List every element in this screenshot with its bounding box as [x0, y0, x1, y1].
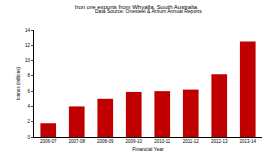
svg-text:10: 10	[25, 58, 31, 63]
svg-text:2011-12: 2011-12	[183, 139, 200, 144]
svg-text:2007-08: 2007-08	[68, 139, 85, 144]
svg-text:12: 12	[25, 43, 31, 48]
svg-text:8: 8	[28, 73, 31, 78]
svg-text:0: 0	[28, 135, 31, 140]
svg-text:2006-07: 2006-07	[40, 139, 57, 144]
svg-text:14: 14	[25, 28, 31, 33]
svg-text:Financial Year: Financial Year	[132, 146, 164, 152]
svg-text:2009-10: 2009-10	[125, 139, 142, 144]
svg-text:6: 6	[28, 89, 31, 94]
svg-text:2: 2	[28, 119, 31, 124]
svg-text:2010-11: 2010-11	[154, 139, 171, 144]
svg-text:Iron ore exports from Whyalla,: Iron ore exports from Whyalla, South Aus…	[75, 4, 198, 10]
svg-text:Data Source: Onesteel & Arrium: Data Source: Onesteel & Arrium Annual Re…	[95, 8, 202, 14]
svg-text:2013-14: 2013-14	[239, 139, 256, 144]
svg-text:tonnes (millions): tonnes (millions)	[16, 67, 21, 100]
svg-text:2012-13: 2012-13	[211, 139, 228, 144]
svg-text:2008-09: 2008-09	[97, 139, 114, 144]
svg-text:4: 4	[28, 104, 31, 109]
